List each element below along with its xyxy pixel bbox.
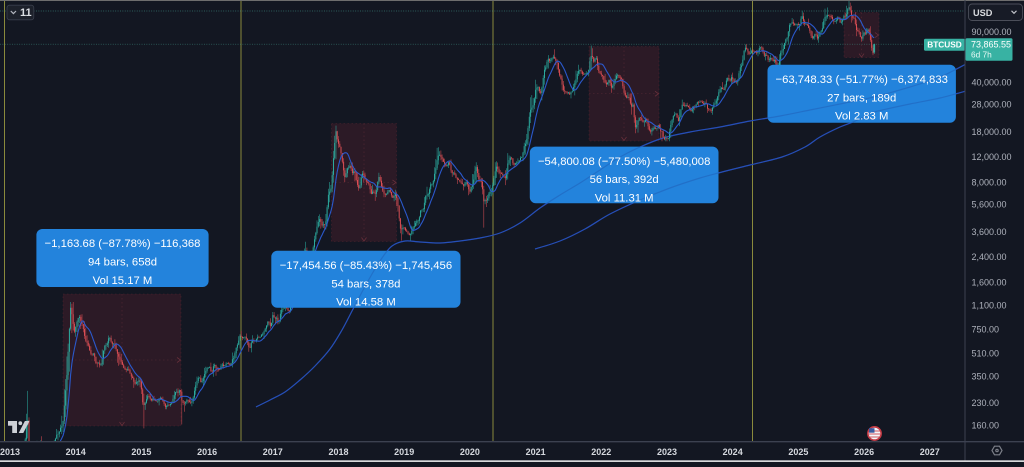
svg-text:2015: 2015: [131, 447, 151, 457]
svg-text:1,600.00: 1,600.00: [972, 277, 1007, 287]
svg-text:−17,454.56 (−85.43%) −1,745,45: −17,454.56 (−85.43%) −1,745,456: [280, 260, 452, 272]
svg-text:94 bars, 658d: 94 bars, 658d: [88, 257, 157, 269]
svg-text:6d 7h: 6d 7h: [971, 50, 992, 60]
svg-text:−1,163.68 (−87.78%) −116,368: −1,163.68 (−87.78%) −116,368: [45, 238, 201, 250]
svg-text:BTCUSD: BTCUSD: [927, 40, 962, 50]
svg-text:2017: 2017: [263, 447, 283, 457]
svg-text:2025: 2025: [788, 447, 808, 457]
svg-text:90,000.00: 90,000.00: [972, 27, 1012, 37]
svg-text:2020: 2020: [460, 447, 480, 457]
svg-text:2014: 2014: [66, 447, 86, 457]
svg-text:27 bars, 189d: 27 bars, 189d: [827, 92, 896, 104]
svg-text:Vol 2.83 M: Vol 2.83 M: [835, 111, 888, 123]
svg-text:12,000.00: 12,000.00: [972, 152, 1012, 162]
svg-text:2,400.00: 2,400.00: [972, 252, 1007, 262]
svg-text:2026: 2026: [854, 447, 874, 457]
svg-text:54 bars, 378d: 54 bars, 378d: [331, 278, 400, 290]
svg-text:2019: 2019: [394, 447, 414, 457]
svg-text:750.00: 750.00: [972, 324, 1000, 334]
svg-text:510.00: 510.00: [972, 348, 1000, 358]
svg-text:56 bars, 392d: 56 bars, 392d: [590, 174, 659, 186]
svg-text:2023: 2023: [657, 447, 677, 457]
svg-text:2021: 2021: [526, 447, 546, 457]
svg-text:2027: 2027: [920, 447, 940, 457]
svg-text:28,000.00: 28,000.00: [972, 99, 1012, 109]
svg-text:350.00: 350.00: [972, 372, 1000, 382]
svg-text:2022: 2022: [591, 447, 611, 457]
svg-text:8,000.00: 8,000.00: [972, 177, 1007, 187]
svg-text:2016: 2016: [197, 447, 217, 457]
svg-text:18,000.00: 18,000.00: [972, 127, 1012, 137]
svg-text:Vol 11.31 M: Vol 11.31 M: [595, 193, 654, 205]
svg-text:USD: USD: [973, 8, 993, 18]
svg-text:11: 11: [20, 7, 32, 19]
svg-text:2013: 2013: [0, 447, 20, 457]
svg-text:230.00: 230.00: [972, 398, 1000, 408]
svg-text:Vol 14.58 M: Vol 14.58 M: [336, 297, 396, 309]
svg-text:Vol 15.17 M: Vol 15.17 M: [93, 275, 153, 287]
svg-text:5,600.00: 5,600.00: [972, 199, 1007, 209]
svg-text:2024: 2024: [723, 447, 743, 457]
svg-text:3,600.00: 3,600.00: [972, 227, 1007, 237]
svg-text:2018: 2018: [328, 447, 348, 457]
svg-text:−54,800.08 (−77.50%) −5,480,00: −54,800.08 (−77.50%) −5,480,008: [538, 156, 710, 168]
svg-text:40,000.00: 40,000.00: [972, 77, 1012, 87]
svg-text:−63,748.33 (−51.77%) −6,374,83: −63,748.33 (−51.77%) −6,374,833: [775, 74, 947, 86]
svg-text:73,865.55: 73,865.55: [971, 40, 1011, 50]
svg-text:160.00: 160.00: [972, 420, 1000, 430]
svg-text:1,100.00: 1,100.00: [972, 301, 1007, 311]
